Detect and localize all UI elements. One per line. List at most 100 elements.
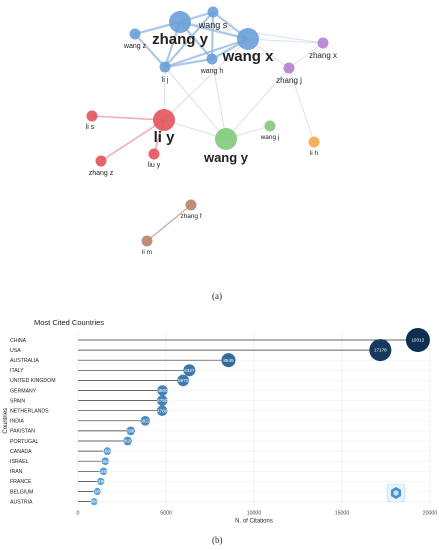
- point-united-kingdom: [177, 374, 189, 387]
- node-zhang-y: [169, 11, 191, 33]
- value-label-portugal: 2820: [123, 439, 134, 444]
- category-label: INDIA: [10, 419, 24, 425]
- value-label-united-kingdom: 5972: [178, 378, 189, 383]
- node-wang-s: [207, 6, 219, 18]
- node-zhang-f: [185, 199, 197, 211]
- node-label-li-y: li y: [154, 129, 176, 146]
- category-label: PORTUGAL: [10, 439, 39, 445]
- edge-li-j-wang-y: [164, 66, 227, 140]
- node-wang-j: [264, 120, 276, 132]
- category-label: FRANCE: [10, 479, 32, 485]
- value-label-germany: 4800: [157, 388, 168, 393]
- node-label-li-m: li m: [142, 249, 152, 256]
- point-italy: [183, 364, 196, 377]
- point-netherlands: [156, 405, 168, 416]
- node-label-zhang-j: zhang j: [276, 76, 302, 85]
- edge-li-y-li-s: [91, 115, 165, 121]
- node-label-zhang-x: zhang x: [309, 51, 337, 60]
- node-label-wang-s: wang s: [198, 20, 228, 30]
- point-austria: [90, 498, 98, 506]
- point-portugal: [123, 436, 133, 446]
- value-label-belgium: 1100: [92, 489, 102, 494]
- node-label-wang-h: wang h: [200, 68, 224, 75]
- point-usa: [369, 339, 392, 362]
- y-axis-title: Countries: [3, 408, 9, 434]
- point-china: [405, 328, 430, 352]
- edge-zhang-j-li-h: [288, 67, 315, 143]
- value-label-spain: 4790: [157, 398, 168, 403]
- x-tick-label: 20000: [423, 511, 438, 517]
- point-india: [140, 415, 151, 426]
- category-label: CHINA: [10, 338, 27, 344]
- node-liu-y: [148, 148, 160, 160]
- value-label-italy: 6327: [184, 368, 195, 373]
- category-label: USA: [10, 348, 21, 354]
- edge-wang-h-wang-y: [211, 58, 227, 140]
- category-label: BELGIUM: [10, 489, 33, 495]
- edge-wang-z-li-j: [134, 33, 166, 68]
- panel-b-label: (b): [212, 535, 223, 545]
- bibliometrix-logo-icon: [386, 483, 406, 503]
- point-spain: [157, 395, 168, 406]
- node-li-j: [159, 61, 171, 73]
- value-label-netherlands: 4780: [157, 408, 168, 413]
- edge-wang-s-li-j: [164, 11, 214, 68]
- category-label: SPAIN: [10, 398, 25, 404]
- category-labels: CHINA USA AUSTRALIA ITALY UNITED KINGDOM GERM…: [10, 338, 56, 506]
- node-label-li-s: li s: [86, 124, 95, 131]
- chart-title: Most Cited Countries: [34, 318, 104, 327]
- category-label: GERMANY: [10, 388, 37, 394]
- node-label-zhang-f: zhang f: [180, 213, 202, 220]
- node-li-h: [308, 136, 320, 148]
- node-label-wang-x: wang x: [222, 48, 275, 65]
- value-label-france: 1290: [96, 479, 107, 484]
- edge-wang-x-li-y: [163, 38, 249, 121]
- point-belgium: [93, 487, 101, 496]
- node-wang-h: [206, 53, 218, 65]
- node-label-li-h: li h: [310, 150, 319, 157]
- node-li-s: [86, 110, 98, 122]
- value-label-austria: 920: [90, 499, 98, 504]
- category-label: AUSTRIA: [10, 499, 33, 505]
- x-tick-label: 5000: [160, 511, 172, 517]
- edge-zhang-y-wang-x: [179, 20, 249, 41]
- category-label: ISRAEL: [10, 459, 29, 465]
- node-li-y: [153, 109, 175, 131]
- point-canada: [103, 447, 112, 455]
- edge-li-y-zhang-z: [100, 119, 165, 162]
- x-axis-title: N. of Citations: [235, 519, 273, 525]
- category-label: IRAN: [10, 469, 23, 475]
- x-tick-label: 15000: [335, 511, 350, 517]
- node-li-m: [141, 235, 153, 247]
- x-tick-labels: 0 5000 10000 15000 20000: [77, 511, 438, 517]
- point-france: [97, 477, 105, 486]
- edge-wang-x-li-j: [164, 37, 249, 69]
- value-label-canada: 1668: [102, 449, 113, 454]
- node-label-wang-j: wang j: [260, 134, 280, 141]
- value-label-australia: 8549: [223, 358, 234, 363]
- value-label-india: 3821: [140, 418, 151, 423]
- category-label: PAKISTAN: [10, 429, 35, 435]
- category-label: NETHERLANDS: [10, 409, 49, 415]
- node-label-zhang-z: zhang z: [89, 170, 114, 177]
- network-nodes: [86, 6, 329, 247]
- node-zhang-j: [283, 62, 295, 74]
- edge-zhang-f-li-m: [146, 204, 192, 242]
- x-tick-label: 0: [77, 511, 80, 517]
- node-label-li-j: li j: [162, 77, 169, 84]
- point-australia: [221, 353, 236, 368]
- node-zhang-x: [317, 37, 329, 49]
- node-zhang-z: [95, 155, 107, 167]
- node-wang-y: [215, 128, 237, 150]
- node-label-zhang-y: zhang y: [152, 31, 208, 48]
- value-label-pakistan: 2995: [126, 429, 137, 434]
- edge-li-j-wang-h: [164, 57, 213, 69]
- node-wang-x: [237, 28, 259, 50]
- most-cited-countries-chart: Most Cited Countries CHINA USA AUSTRALIA ITA…: [3, 318, 438, 525]
- point-iran: [99, 467, 108, 476]
- node-label-liu-y: liu y: [148, 162, 161, 169]
- point-germany: [157, 385, 168, 396]
- value-label-israel: 1550: [100, 459, 111, 464]
- value-label-china: 19312: [412, 338, 425, 343]
